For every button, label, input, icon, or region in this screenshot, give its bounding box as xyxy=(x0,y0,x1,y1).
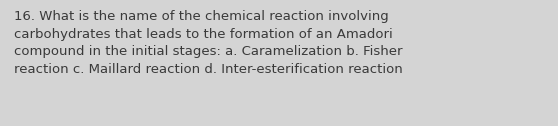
Text: 16. What is the name of the chemical reaction involving
carbohydrates that leads: 16. What is the name of the chemical rea… xyxy=(14,10,403,76)
